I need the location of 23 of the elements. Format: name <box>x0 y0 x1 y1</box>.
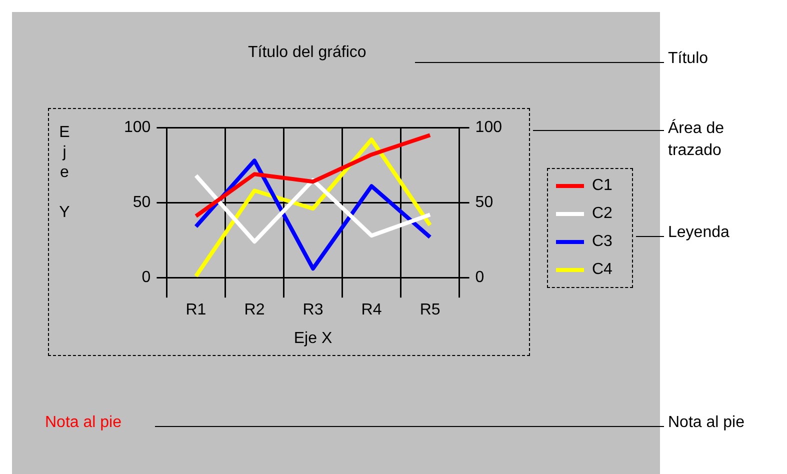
y-axis-title: Eje Y <box>56 124 73 224</box>
legend-label: C1 <box>592 177 612 195</box>
text: Nota al pie <box>45 414 122 432</box>
y-tick-label: 0 <box>142 269 151 286</box>
text: Área de trazado <box>668 118 726 161</box>
text: Leyenda <box>668 224 730 242</box>
y2-tick-label: 0 <box>475 269 484 286</box>
x-tick-label: R1 <box>186 302 206 319</box>
y2-tick-label: 50 <box>475 194 494 212</box>
y-tick-label: 100 <box>124 119 151 136</box>
legend-label: C3 <box>592 233 612 251</box>
legend-label: C4 <box>592 261 612 279</box>
x-tick-label: R2 <box>244 302 265 319</box>
x-tick-label: R4 <box>361 302 382 319</box>
text: Nota al pie <box>668 414 744 432</box>
legend-label: C2 <box>592 205 612 223</box>
text: Título <box>668 50 708 68</box>
y2-tick-label: 100 <box>475 119 502 136</box>
x-axis-title: Eje X <box>294 330 332 347</box>
y-tick-label: 50 <box>132 194 151 212</box>
x-tick-label: R3 <box>302 302 324 319</box>
chart-title: Título del gráfico <box>248 44 366 62</box>
x-tick-label: R5 <box>420 302 440 319</box>
